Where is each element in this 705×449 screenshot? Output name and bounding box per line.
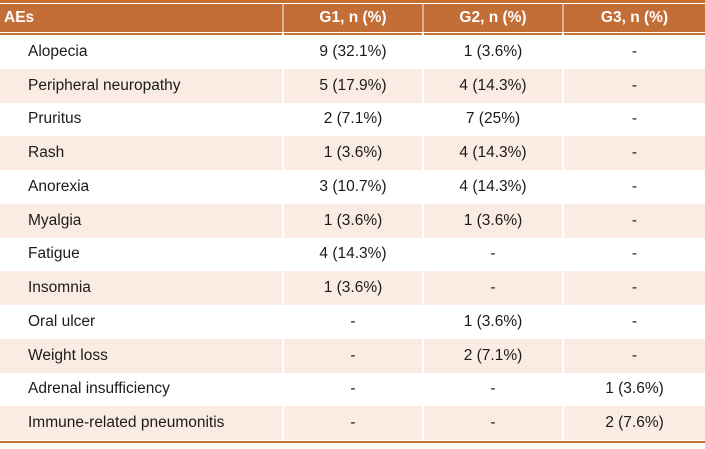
cell-g1-value: 5 (17.9%) bbox=[282, 68, 422, 103]
table-row-alopecia: Alopecia 9 (32.1%) 1 (3.6%) - bbox=[0, 35, 705, 69]
cell-ae-name: Anorexia bbox=[28, 177, 90, 195]
header-underline-segment bbox=[0, 33, 282, 35]
header-underline-segment bbox=[422, 33, 562, 35]
column-header-g2: G2, n (%) bbox=[422, 4, 562, 32]
table-row-insomnia: Insomnia 1 (3.6%) - - bbox=[0, 271, 705, 305]
cell-g1-value: 1 (3.6%) bbox=[282, 203, 422, 238]
cell-g2-value: - bbox=[422, 372, 562, 407]
table-row-fatigue: Fatigue 4 (14.3%) - - bbox=[0, 237, 705, 272]
table-row-adrenal-insufficiency: Adrenal insufficiency - - 1 (3.6%) bbox=[0, 372, 705, 407]
table-row-anorexia: Anorexia 3 (10.7%) 4 (14.3%) - bbox=[0, 170, 705, 204]
cell-g3-value: - bbox=[562, 271, 705, 305]
column-header-g1: G1, n (%) bbox=[282, 4, 422, 32]
header-underline-rule bbox=[0, 33, 705, 35]
cell-g2-value: 7 (25%) bbox=[422, 102, 562, 137]
cell-ae-name: Weight loss bbox=[28, 346, 108, 364]
cell-g1-value: 4 (14.3%) bbox=[282, 237, 422, 272]
cell-g2-value: - bbox=[422, 271, 562, 305]
header-underline-segment bbox=[282, 33, 422, 35]
cell-g1-value: 9 (32.1%) bbox=[282, 35, 422, 69]
cell-g3-value: - bbox=[562, 170, 705, 204]
table-row-rash: Rash 1 (3.6%) 4 (14.3%) - bbox=[0, 136, 705, 170]
table-bottom-rule bbox=[0, 441, 705, 443]
cell-g3-value: 2 (7.6%) bbox=[562, 406, 705, 440]
cell-g2-value: 1 (3.6%) bbox=[422, 203, 562, 238]
table-row-pruritus: Pruritus 2 (7.1%) 7 (25%) - bbox=[0, 102, 705, 137]
table-row-myalgia: Myalgia 1 (3.6%) 1 (3.6%) - bbox=[0, 203, 705, 238]
cell-g2-value: 2 (7.1%) bbox=[422, 338, 562, 373]
cell-g1-value: - bbox=[282, 372, 422, 407]
table-row-weight-loss: Weight loss - 2 (7.1%) - bbox=[0, 338, 705, 373]
cell-g2-value: 1 (3.6%) bbox=[422, 305, 562, 339]
cell-g2-value: - bbox=[422, 406, 562, 440]
cell-g3-value: - bbox=[562, 35, 705, 69]
table-row-immune-related-pneumonitis: Immune-related pneumonitis - - 2 (7.6%) bbox=[0, 406, 705, 440]
table-body: Alopecia 9 (32.1%) 1 (3.6%) - Peripheral… bbox=[0, 35, 705, 440]
cell-g3-value: - bbox=[562, 338, 705, 373]
cell-g2-value: - bbox=[422, 237, 562, 272]
cell-ae-name: Pruritus bbox=[28, 110, 82, 128]
cell-g1-value: - bbox=[282, 338, 422, 373]
cell-g1-value: - bbox=[282, 406, 422, 440]
cell-ae-name: Adrenal insufficiency bbox=[28, 380, 170, 398]
cell-ae-name: Myalgia bbox=[28, 211, 82, 229]
cell-g3-value: 1 (3.6%) bbox=[562, 372, 705, 407]
header-underline-segment bbox=[562, 33, 705, 35]
cell-g1-value: 2 (7.1%) bbox=[282, 102, 422, 137]
header-top-gap bbox=[0, 3, 705, 4]
table-row-peripheral-neuropathy: Peripheral neuropathy 5 (17.9%) 4 (14.3%… bbox=[0, 68, 705, 103]
cell-ae-name: Oral ulcer bbox=[28, 312, 96, 330]
cell-g1-value: - bbox=[282, 305, 422, 339]
cell-g3-value: - bbox=[562, 203, 705, 238]
cell-g3-value: - bbox=[562, 237, 705, 272]
cell-g2-value: 1 (3.6%) bbox=[422, 35, 562, 69]
footer-gap bbox=[0, 440, 705, 441]
cell-g3-value: - bbox=[562, 136, 705, 170]
cell-g3-value: - bbox=[562, 305, 705, 339]
cell-ae-name: Fatigue bbox=[28, 245, 80, 263]
header-bottom-gap bbox=[0, 32, 705, 33]
cell-ae-name: Alopecia bbox=[28, 42, 88, 60]
cell-g1-value: 1 (3.6%) bbox=[282, 271, 422, 305]
cell-ae-name: Immune-related pneumonitis bbox=[28, 414, 225, 432]
column-header-g3: G3, n (%) bbox=[562, 4, 705, 32]
cell-ae-name: Insomnia bbox=[28, 279, 91, 297]
table-header-row: AEs G1, n (%) G2, n (%) G3, n (%) bbox=[0, 4, 705, 32]
cell-g2-value: 4 (14.3%) bbox=[422, 136, 562, 170]
cell-g2-value: 4 (14.3%) bbox=[422, 170, 562, 204]
cell-g3-value: - bbox=[562, 102, 705, 137]
cell-ae-name: Peripheral neuropathy bbox=[28, 76, 181, 94]
cell-g3-value: - bbox=[562, 68, 705, 103]
cell-g2-value: 4 (14.3%) bbox=[422, 68, 562, 103]
table-row-oral-ulcer: Oral ulcer - 1 (3.6%) - bbox=[0, 305, 705, 339]
table-top-rule bbox=[0, 0, 705, 3]
cell-ae-name: Rash bbox=[28, 144, 65, 162]
column-header-aes: AEs bbox=[4, 9, 35, 26]
cell-g1-value: 3 (10.7%) bbox=[282, 170, 422, 204]
cell-g1-value: 1 (3.6%) bbox=[282, 136, 422, 170]
